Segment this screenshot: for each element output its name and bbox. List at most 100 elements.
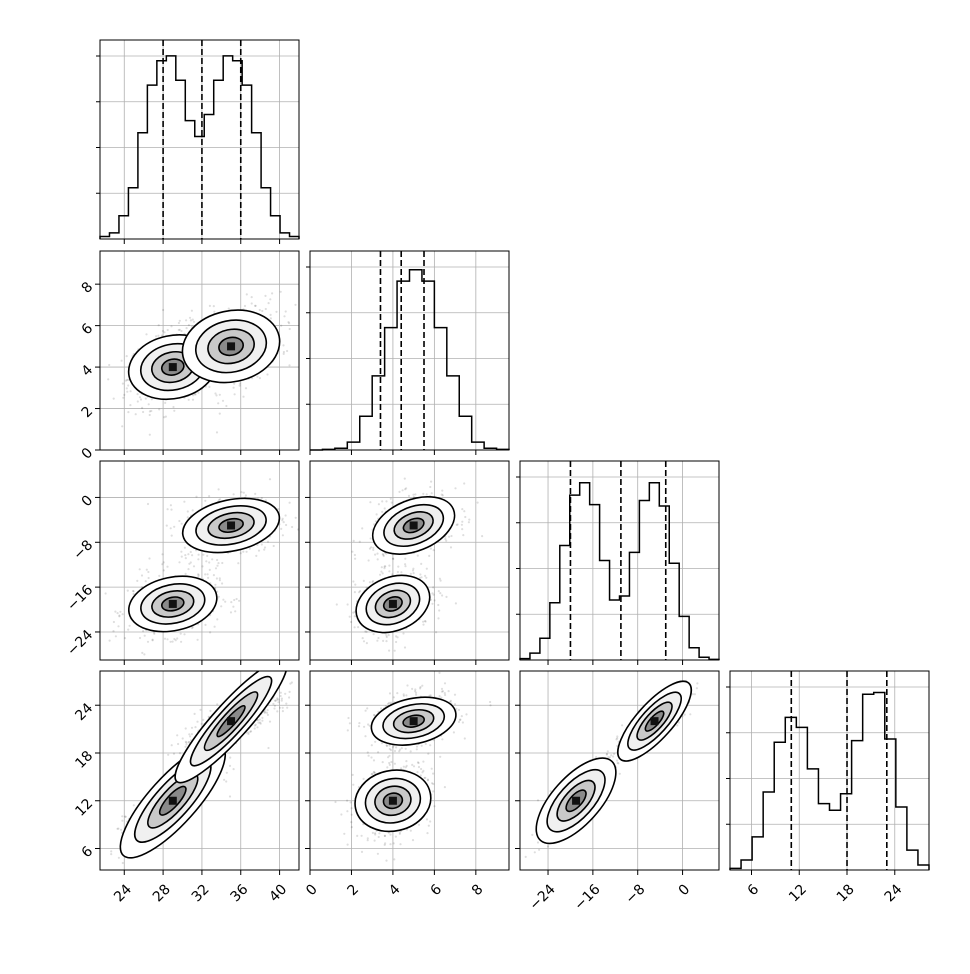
scatter-point <box>336 603 338 605</box>
scatter-point <box>431 603 433 605</box>
scatter-point <box>172 406 174 408</box>
scatter-point <box>183 633 185 635</box>
scatter-point <box>219 498 221 500</box>
scatter-point <box>388 570 390 572</box>
scatter-point <box>141 407 143 409</box>
scatter-point <box>437 617 439 619</box>
scatter-point <box>352 580 354 582</box>
scatter-point <box>118 615 120 617</box>
scatter-point <box>391 573 393 575</box>
scatter-point <box>410 573 412 575</box>
scatter-point <box>181 556 183 558</box>
scatter-point <box>204 500 206 502</box>
scatter-point <box>146 569 148 571</box>
scatter-point <box>221 582 223 584</box>
scatter-point <box>179 752 181 754</box>
scatter-point <box>281 698 283 700</box>
scatter-point <box>445 596 447 598</box>
scatter-point <box>377 558 379 560</box>
scatter-point <box>371 581 373 583</box>
scatter-point <box>354 626 356 628</box>
scatter-point <box>166 566 168 568</box>
scatter-point <box>267 747 269 749</box>
scatter-point <box>222 400 224 402</box>
scatter-point <box>275 311 277 313</box>
scatter-point <box>450 535 452 537</box>
scatter-point <box>149 414 151 416</box>
scatter-point <box>178 561 180 563</box>
scatter-point <box>267 714 269 716</box>
scatter-point <box>234 610 236 612</box>
scatter-point <box>136 580 138 582</box>
scatter-point <box>195 496 197 498</box>
scatter-point <box>413 765 415 767</box>
scatter-point <box>405 694 407 696</box>
scatter-point <box>423 777 425 779</box>
scatter-point <box>188 399 190 401</box>
scatter-point <box>216 618 218 620</box>
scatter-point <box>347 603 349 605</box>
scatter-point <box>427 779 429 781</box>
scatter-point <box>432 773 434 775</box>
scatter-point <box>431 492 433 494</box>
scatter-point <box>390 498 392 500</box>
scatter-point <box>361 851 363 853</box>
scatter-point <box>124 637 126 639</box>
scatter-point <box>289 691 291 693</box>
scatter-point <box>158 408 160 410</box>
scatter-point <box>284 693 286 695</box>
scatter-point <box>433 805 435 807</box>
scatter-point <box>351 814 353 816</box>
scatter-point <box>439 756 441 758</box>
scatter-point <box>352 774 354 776</box>
scatter-point <box>188 733 190 735</box>
scatter-point <box>265 308 267 310</box>
scatter-point <box>215 567 217 569</box>
scatter-point <box>404 646 406 648</box>
scatter-point <box>376 640 378 642</box>
scatter-point <box>239 385 241 387</box>
scatter-point <box>450 700 452 702</box>
scatter-point <box>377 853 379 855</box>
scatter-point <box>166 638 168 640</box>
scatter-point <box>216 431 218 433</box>
scatter-point <box>300 548 302 550</box>
scatter-point <box>261 720 263 722</box>
scatter-point <box>394 750 396 752</box>
scatter-point <box>289 683 291 685</box>
scatter-point <box>164 638 166 640</box>
scatter-point <box>358 722 360 724</box>
scatter-point <box>389 834 391 836</box>
scatter-point <box>213 305 215 307</box>
scatter-point <box>414 493 416 495</box>
scatter-point <box>237 562 239 564</box>
scatter-point <box>285 514 287 516</box>
scatter-point <box>121 425 123 427</box>
scatter-point <box>286 350 288 352</box>
scatter-point <box>229 757 231 759</box>
scatter-point <box>199 709 201 711</box>
scatter-point <box>147 641 149 643</box>
scatter-point <box>381 500 383 502</box>
scatter-point <box>230 601 232 603</box>
scatter-point <box>461 524 463 526</box>
scatter-point <box>364 630 366 632</box>
scatter-point <box>280 695 282 697</box>
scatter-point <box>283 353 285 355</box>
scatter-point <box>194 726 196 728</box>
scatter-point <box>211 558 213 560</box>
density-panel-3-0 <box>100 649 299 872</box>
scatter-point <box>178 322 180 324</box>
scatter-point <box>432 586 434 588</box>
scatter-point <box>117 612 119 614</box>
scatter-point <box>259 309 261 311</box>
scatter-point <box>463 510 465 512</box>
scatter-point <box>417 555 419 557</box>
scatter-point <box>236 598 238 600</box>
scatter-point <box>366 707 368 709</box>
scatter-point <box>126 387 128 389</box>
scatter-point <box>216 565 218 567</box>
scatter-point <box>251 296 253 298</box>
scatter-point <box>430 481 432 483</box>
